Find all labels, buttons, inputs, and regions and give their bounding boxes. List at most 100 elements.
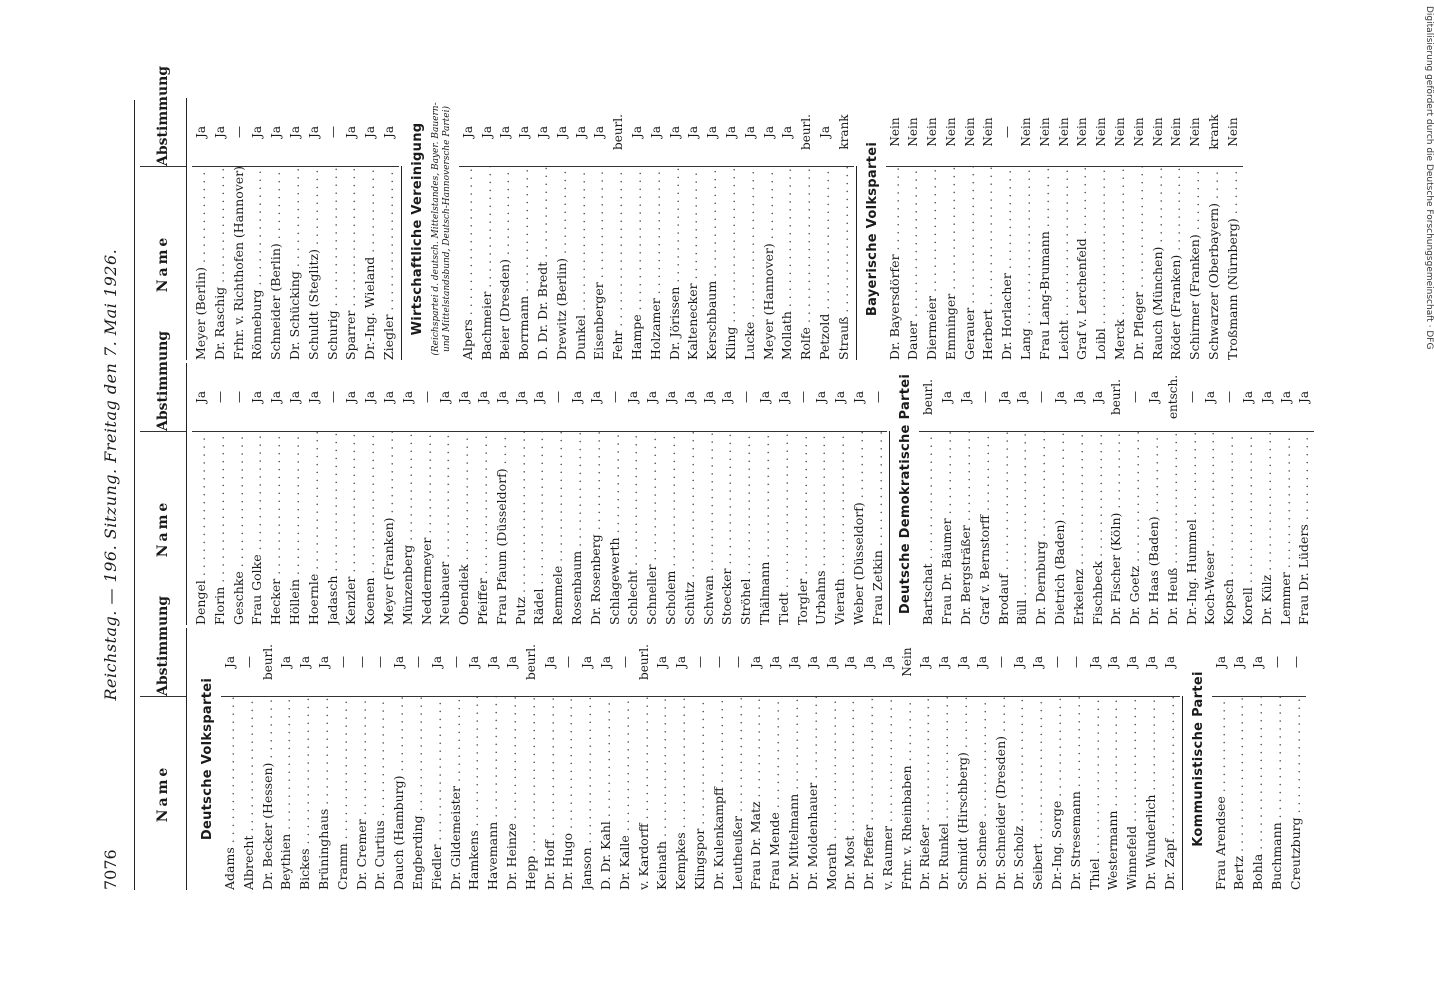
- member-name: Vierath: [831, 432, 850, 625]
- member-name: Bickes: [296, 697, 315, 890]
- member-row: Dr. KülzJa: [1257, 363, 1277, 625]
- member-vote: Nein: [1129, 98, 1149, 167]
- member-vote: Ja: [586, 363, 606, 432]
- member-name: Meyer (Hannover): [760, 167, 779, 360]
- member-vote: Ja: [285, 363, 305, 432]
- member-row: BrodaufJa: [994, 363, 1014, 625]
- member-vote: Nein: [1223, 98, 1243, 167]
- member-vote: Ja: [680, 363, 700, 432]
- member-name: Röder (Franken): [1167, 167, 1186, 360]
- party-heading: Deutsche Volkspartei: [200, 677, 215, 841]
- member-row: Dr. RosenbergJa: [586, 363, 606, 625]
- member-vote: —: [229, 363, 249, 432]
- member-vote: —: [615, 628, 635, 697]
- member-row: EmmingerNein: [941, 98, 961, 360]
- member-vote: Ja: [390, 628, 409, 697]
- member-row: DunkelJa: [571, 98, 591, 360]
- member-name: Fischbeck: [1089, 432, 1108, 625]
- member-name: Hepp: [522, 697, 541, 890]
- member-vote: Ja: [938, 363, 958, 432]
- member-name: Engberding: [409, 697, 428, 890]
- member-vote: Ja: [860, 628, 879, 697]
- member-vote: Ja: [492, 363, 512, 432]
- member-name: Buchmann: [1268, 697, 1287, 890]
- member-vote: —: [559, 628, 579, 697]
- member-row: Dauch (Hamburg)Ja: [390, 628, 409, 890]
- member-vote: Nein: [1073, 98, 1093, 167]
- member-vote: Ja: [571, 98, 591, 167]
- member-row: BrüninghausJa: [314, 628, 334, 890]
- digitization-note: Digitalisierung gefördert durch die Deut…: [1424, 6, 1434, 350]
- member-row: Dr. Heußentsch.: [1163, 363, 1183, 625]
- member-vote: —: [333, 628, 353, 697]
- member-row: HeckerJa: [267, 363, 286, 625]
- member-name: v. Kardorff: [635, 697, 654, 890]
- member-row: ThielJa: [1085, 628, 1105, 890]
- member-row: Dr. RaschigJa: [210, 98, 230, 360]
- member-vote: Ja: [1013, 363, 1033, 432]
- member-row: BorrmannJa: [515, 98, 534, 360]
- member-row: Dr.-Ing. WielandJa: [361, 98, 380, 360]
- member-row: MollathJa: [778, 98, 798, 360]
- member-vote: Ja: [285, 98, 305, 167]
- member-vote: Ja: [831, 363, 850, 432]
- member-vote: Ja: [304, 363, 324, 432]
- member-row: Dr. SchückingJa: [285, 98, 305, 360]
- member-vote: Nein: [1017, 98, 1036, 167]
- member-vote: Ja: [192, 98, 211, 167]
- member-row: KoenenJa: [361, 363, 380, 625]
- member-name: Schwarzer (Oberbayern): [1205, 167, 1224, 360]
- member-row: Dr. Haas (Baden)Ja: [1145, 363, 1164, 625]
- member-vote: Ja: [1051, 363, 1070, 432]
- member-name: Sparrer: [342, 167, 361, 360]
- member-name: Dr. Runkel: [935, 697, 954, 890]
- member-row: Creutzburg—: [1286, 628, 1306, 890]
- member-name: Dr. Külz: [1258, 432, 1277, 625]
- party-heading: Kommunistische Partei: [1190, 671, 1206, 847]
- member-name: Emminger: [942, 167, 961, 360]
- member-row: RosenbaumJa: [567, 363, 587, 625]
- member-vote: Ja: [1239, 363, 1258, 432]
- member-vote: Ja: [718, 363, 738, 432]
- member-name: Dr. Heuß: [1164, 432, 1183, 625]
- member-name: Koenen: [361, 432, 380, 625]
- member-vote: Ja: [784, 628, 804, 697]
- member-row: DiermeierNein: [923, 98, 942, 360]
- member-vote: —: [1182, 363, 1202, 432]
- member-row: Buchmann—: [1268, 628, 1287, 890]
- member-row: Dr. ScholzJa: [1010, 628, 1030, 890]
- member-name: Frau Dr. Lüders: [1295, 432, 1314, 625]
- member-name: Mollath: [778, 167, 797, 360]
- member-row: DauerNein: [904, 98, 924, 360]
- member-vote: Ja: [653, 628, 673, 697]
- member-vote: —: [605, 363, 625, 432]
- member-row: Dr. RießerJa: [916, 628, 936, 890]
- member-vote: Nein: [1054, 98, 1074, 167]
- member-vote: Nein: [897, 628, 917, 697]
- member-name: Frau Dr. Matz: [747, 697, 766, 890]
- header-name: Name: [155, 234, 171, 293]
- vote-column-2: NameAbstimmungDengelJaFlorin—Geschke—Fra…: [140, 331, 1315, 625]
- member-name: Jadasch: [324, 432, 343, 625]
- member-row: v. Kardorffbeurl.: [634, 628, 654, 890]
- member-vote: —: [210, 363, 230, 432]
- member-row: Dr. MostJa: [841, 628, 861, 890]
- member-name: Hoernle: [305, 432, 324, 625]
- member-vote: —: [408, 628, 428, 697]
- member-name: Dr. Bergsträßer: [957, 432, 976, 625]
- member-name: Dr. Horlacher: [998, 167, 1017, 360]
- member-vote: Ja: [954, 628, 973, 697]
- member-row: D. Dr. KahlJa: [596, 628, 616, 890]
- member-name: Fiedler: [428, 697, 447, 890]
- member-vote: Ja: [1085, 628, 1105, 697]
- member-vote: —: [998, 98, 1018, 167]
- member-vote: Ja: [721, 98, 741, 167]
- member-name: Schirmer (Franken): [1186, 167, 1205, 360]
- member-row: Schwarzer (Oberbayern)krank: [1205, 98, 1224, 360]
- member-vote: Ja: [699, 363, 719, 432]
- member-vote: Nein: [1092, 98, 1112, 167]
- member-name: Frau Lang-Brumann: [1036, 167, 1055, 360]
